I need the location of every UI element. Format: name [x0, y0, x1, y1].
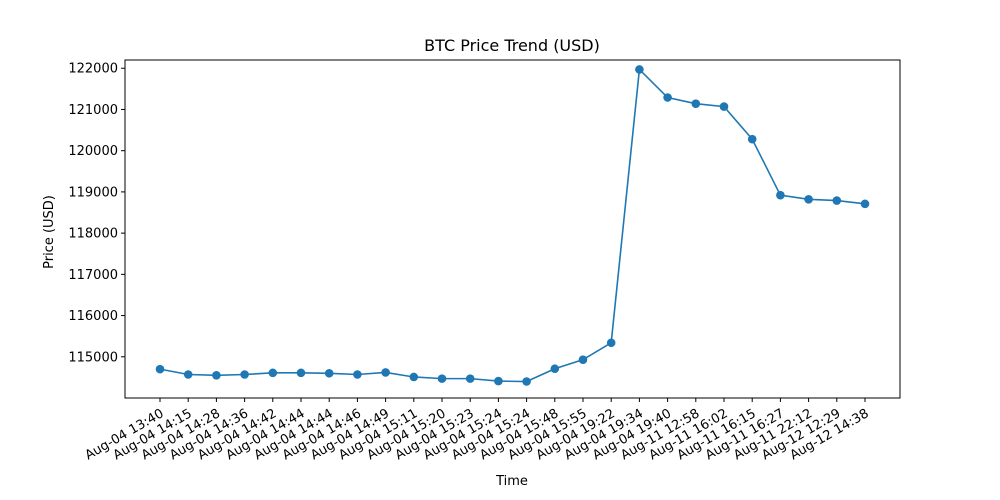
data-point [296, 368, 306, 378]
y-tick-label: 117000 [68, 268, 118, 283]
data-point [860, 199, 870, 209]
chart-title: BTC Price Trend (USD) [424, 36, 600, 55]
data-point [578, 355, 588, 364]
y-tick-label: 122000 [68, 62, 118, 77]
ticks-layer: 115000 116000 117000 118000 119000 120000 1210… [68, 62, 871, 464]
data-point [381, 368, 390, 377]
axes-layer [124, 59, 901, 399]
y-tick-label: 116000 [68, 309, 118, 324]
y-tick-label: 121000 [68, 103, 118, 118]
data-point [183, 370, 193, 379]
plot-frame [124, 59, 901, 399]
data-point [494, 376, 503, 386]
data-point [522, 377, 531, 386]
data-point [212, 371, 221, 380]
y-tick-label: 119000 [68, 185, 118, 200]
y-tick-label: 115000 [68, 350, 118, 365]
data-point [606, 338, 616, 348]
data-point [465, 374, 475, 383]
series-layer [155, 65, 870, 386]
x-axis-title: Time [495, 474, 528, 489]
data-point [268, 368, 278, 378]
data-point [832, 196, 842, 205]
y-tick-label: 118000 [68, 227, 118, 242]
data-point [353, 370, 362, 379]
data-point [635, 65, 644, 74]
data-point [437, 374, 447, 383]
data-point [324, 368, 334, 378]
data-point [155, 364, 165, 374]
y-axis-title: Price (USD) [42, 195, 57, 269]
data-point [240, 370, 249, 379]
series-line [159, 67, 866, 383]
data-point [663, 93, 672, 102]
y-tick-label: 120000 [68, 144, 118, 159]
data-point [747, 134, 757, 144]
data-point [719, 102, 729, 111]
data-point [691, 99, 701, 108]
data-point [409, 372, 419, 382]
data-point [550, 364, 560, 374]
data-point [776, 190, 785, 200]
data-point [804, 195, 813, 204]
